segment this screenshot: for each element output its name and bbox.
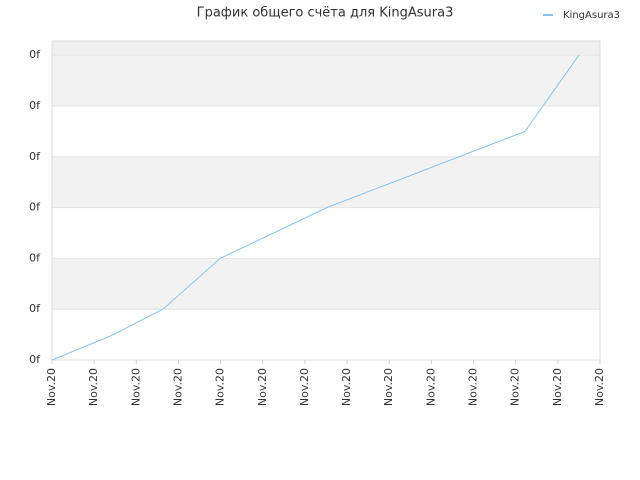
x-tick-label: Nov.20 [424,368,437,406]
y-tick-label: 0f [29,99,41,112]
x-tick-label: Nov.20 [171,368,184,406]
x-tick-label: Nov.20 [467,368,480,406]
x-tick-label: Nov.20 [214,368,227,406]
grid-band [52,41,600,56]
x-tick-label: Nov.20 [45,368,58,406]
y-tick-label: 0f [29,251,41,264]
grid-band [52,55,600,107]
x-tick-label: Nov.20 [256,368,269,406]
grid-band [52,156,600,208]
plot-border [51,40,601,361]
x-tick-label: Nov.20 [593,368,606,406]
x-tick-label: Nov.20 [509,368,522,406]
x-tick-label: Nov.20 [87,368,100,406]
x-tick-label: Nov.20 [129,368,142,406]
grid-band [52,258,600,310]
x-tick-label: Nov.20 [382,368,395,406]
chart-title: График общего счёта для KingAsura3 [197,6,454,21]
x-tick-label: Nov.20 [340,368,353,406]
y-tick-label: 0f [29,302,41,315]
data-line [51,54,580,361]
y-tick-label: 0f [29,48,41,61]
y-tick-label: 0f [29,201,41,214]
legend-label: KingAsura3 [563,10,620,21]
y-tick-label: 0f [29,150,41,163]
y-tick-label: 0f [29,353,41,366]
x-tick-label: Nov.20 [551,368,564,406]
x-tick-label: Nov.20 [298,368,311,406]
